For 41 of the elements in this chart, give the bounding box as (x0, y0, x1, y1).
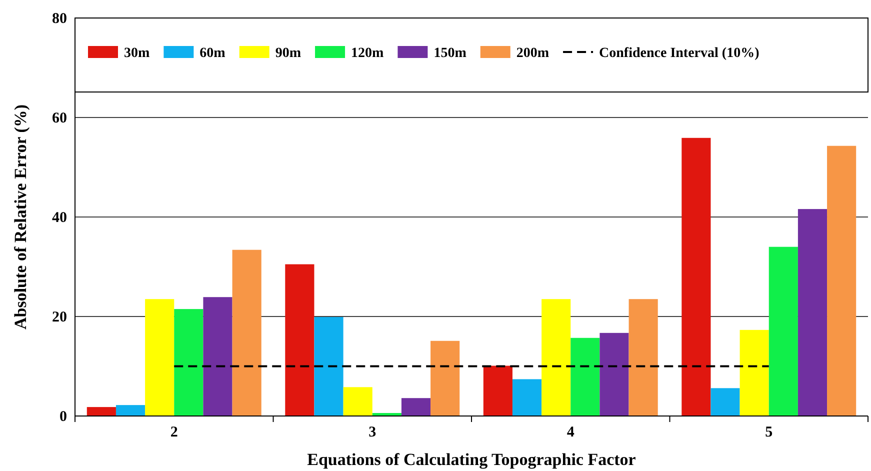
y-tick-label: 80 (52, 10, 67, 27)
bar (174, 309, 204, 416)
y-tick-label: 20 (52, 309, 67, 326)
bar (740, 330, 769, 416)
legend-label: Confidence Interval (10%) (599, 46, 760, 61)
x-axis-title: Equations of Calculating Topographic Factor (307, 450, 636, 469)
y-tick-label: 60 (52, 110, 67, 126)
legend-label: 150m (434, 46, 467, 61)
y-tick-label: 40 (52, 210, 67, 226)
bar (483, 366, 512, 416)
bar (798, 209, 828, 416)
bar (628, 299, 658, 416)
bar (600, 332, 629, 416)
bar (116, 405, 146, 416)
bar (430, 340, 460, 416)
bar (827, 146, 856, 416)
bar (401, 398, 431, 416)
bar (285, 264, 314, 416)
bar (570, 338, 600, 416)
x-tick-label: 4 (566, 424, 575, 441)
bar (86, 407, 116, 416)
bar (314, 316, 344, 416)
x-tick-label: 3 (368, 424, 376, 441)
y-tick-label: 0 (60, 408, 67, 425)
bar (203, 297, 232, 416)
legend-label: 60m (200, 46, 226, 61)
bar (710, 388, 740, 416)
bar (343, 387, 372, 416)
x-tick-label: 5 (765, 424, 773, 441)
x-tick-label: 2 (170, 424, 178, 441)
bar (145, 299, 174, 416)
bar (542, 299, 571, 416)
legend-label: 90m (275, 46, 302, 61)
bar (512, 379, 542, 416)
legend-label: 120m (351, 46, 384, 61)
legend-label: 30m (124, 46, 150, 61)
bar (682, 138, 711, 416)
y-axis-title: Absolute of Relative Error (%) (11, 104, 30, 330)
bar (232, 250, 262, 416)
bar (768, 246, 798, 416)
legend-label: 200m (516, 46, 550, 61)
